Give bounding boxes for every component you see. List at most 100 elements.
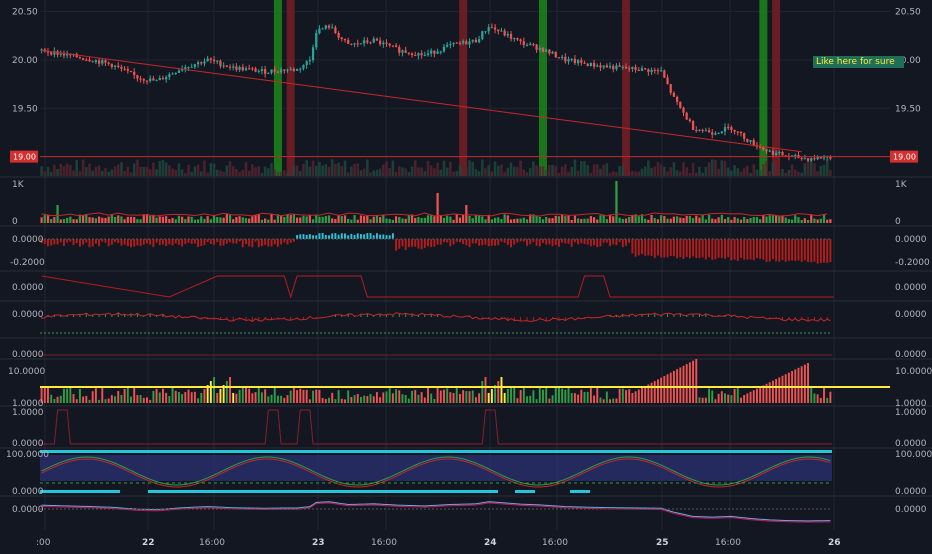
volume-bar-230: [774, 215, 778, 223]
volume-bar-220: [743, 216, 746, 223]
histogram-bar-72: [270, 239, 273, 247]
panel7-bar-244: [819, 397, 822, 403]
price-volume-bar-74: [276, 171, 280, 176]
panel7-bar-109: [388, 388, 391, 403]
volume-bar-67: [254, 215, 257, 223]
histogram-bar-221: [746, 239, 749, 260]
panel7-bar-94: [340, 398, 343, 403]
panel7-bar-6: [59, 395, 62, 403]
candle-body-12: [78, 57, 82, 59]
panel7-bar-114: [404, 394, 407, 403]
volume-bar-172: [589, 216, 593, 223]
panel7-bar-132: [462, 390, 465, 403]
panel7-bar-18: [98, 399, 101, 403]
candle-body-78: [289, 68, 292, 70]
histogram-bar-13: [82, 239, 85, 245]
histogram-bar-80: [296, 235, 299, 239]
histogram-bar-225: [759, 239, 762, 259]
price-volume-bar-79: [292, 165, 296, 176]
candle-body-154: [532, 43, 535, 45]
candle-body-138: [481, 31, 484, 40]
panel7-bar-144: [500, 377, 503, 403]
panel7-bar-215: [727, 394, 730, 403]
candle-body-20: [104, 60, 107, 63]
candle-body-93: [337, 33, 340, 38]
panel7-bar-64: [245, 387, 247, 403]
volume-bar-77: [286, 214, 289, 223]
price-volume-bar-106: [378, 168, 382, 176]
panel8-tick-right-0: 1.0000: [895, 408, 927, 418]
panel3-tick-right-0: 0.0000: [895, 235, 927, 245]
price-volume-bar-36: [155, 169, 158, 176]
panel7-bar-20: [104, 399, 107, 403]
candle-body-228: [768, 150, 771, 152]
candle-body-36: [155, 80, 158, 82]
volume-bar-47: [190, 216, 193, 223]
histogram-bar-217: [733, 239, 736, 260]
histogram-bar-1: [43, 239, 46, 244]
volume-bar-99: [356, 219, 359, 223]
panel7-bar-204: [692, 360, 695, 403]
histogram-bar-239: [803, 239, 806, 261]
candle-body-174: [596, 65, 599, 67]
price-volume-bar-136: [474, 169, 478, 176]
price-volume-bar-160: [551, 164, 554, 176]
price-volume-bar-110: [391, 160, 395, 176]
price-volume-bar-184: [627, 171, 631, 176]
histogram-bar-194: [660, 239, 663, 258]
panel7-bar-131: [458, 393, 461, 403]
price-volume-bar-146: [506, 167, 510, 176]
histogram-bar-132: [462, 239, 465, 245]
volume-bar-119: [420, 217, 423, 223]
volume-bar-176: [602, 215, 605, 223]
candle-body-243: [816, 156, 819, 160]
price-volume-bar-217: [733, 164, 736, 176]
volume-bar-14: [85, 214, 88, 223]
price-volume-bar-94: [340, 165, 344, 176]
histogram-bar-157: [542, 239, 544, 243]
price-volume-bar-216: [730, 170, 733, 176]
panel7-bar-155: [535, 399, 538, 403]
price-volume-bar-166: [570, 166, 574, 176]
panel7-bar-152: [526, 396, 528, 403]
volume-bar-105: [375, 215, 379, 223]
vertical-band-6: [772, 0, 781, 176]
histogram-bar-11: [75, 239, 78, 244]
panel7-bar-57: [222, 385, 225, 403]
candle-body-132: [462, 41, 465, 44]
candle-body-152: [525, 44, 529, 46]
panel7-bar-120: [423, 397, 426, 403]
candle-body-7: [62, 53, 66, 56]
candle-body-47: [190, 66, 193, 68]
candle-body-211: [714, 133, 717, 135]
panel7-bar-22: [110, 395, 113, 403]
price-volume-bar-145: [503, 171, 506, 176]
candle-body-183: [624, 66, 628, 69]
candle-body-184: [628, 68, 631, 70]
histogram-bar-113: [401, 239, 404, 247]
panel7-bar-0: [40, 387, 43, 403]
panel7-bar-185: [631, 393, 634, 403]
x-tick-0: :00: [36, 538, 51, 548]
volume-bar-25: [120, 216, 123, 223]
candle-body-175: [599, 65, 602, 68]
price-volume-bar-34: [148, 169, 152, 176]
panel4-tick-left: 0.0000: [12, 283, 44, 293]
panel7-bar-32: [142, 397, 145, 403]
panel7-bar-46: [187, 389, 190, 403]
candle-body-207: [701, 129, 704, 131]
volume-bar-68: [257, 214, 260, 223]
price-volume-bar-227: [765, 161, 768, 176]
panel7-bar-47: [190, 392, 193, 403]
price-volume-bar-186: [634, 171, 637, 176]
price-volume-bar-170: [583, 161, 586, 176]
histogram-bar-56: [219, 239, 222, 246]
panel7-bar-160: [551, 395, 554, 403]
histogram-bar-6: [59, 239, 62, 243]
histogram-bar-110: [391, 233, 394, 239]
panel7-bar-189: [644, 386, 647, 403]
volume-bar-233: [784, 217, 787, 223]
panel7-bar-225: [759, 387, 762, 403]
candle-body-81: [299, 68, 302, 70]
candle-body-227: [765, 149, 768, 152]
